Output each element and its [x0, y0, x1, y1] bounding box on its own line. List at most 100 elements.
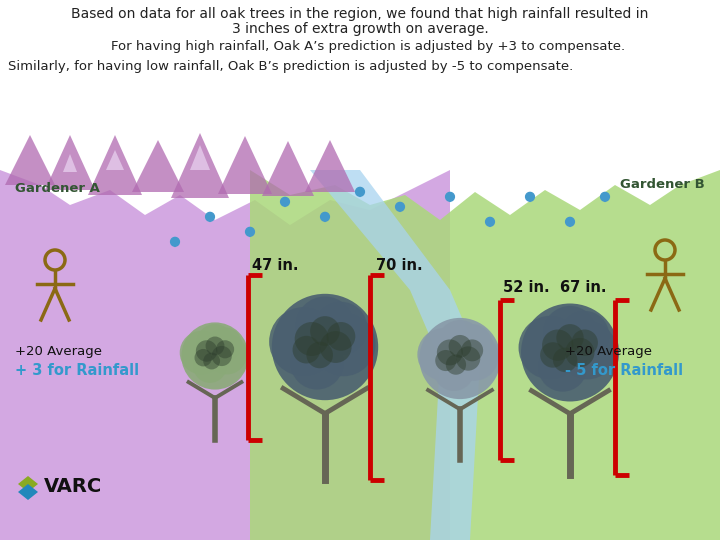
Polygon shape	[526, 196, 534, 202]
Circle shape	[557, 324, 584, 352]
Circle shape	[208, 327, 242, 361]
Circle shape	[540, 342, 566, 368]
Polygon shape	[171, 241, 179, 247]
Text: + 3 for Rainfall: + 3 for Rainfall	[15, 363, 139, 378]
Circle shape	[203, 353, 220, 369]
Circle shape	[456, 346, 480, 370]
Circle shape	[395, 202, 405, 211]
Text: +20 Average: +20 Average	[15, 345, 102, 358]
Circle shape	[272, 294, 378, 400]
Polygon shape	[171, 133, 229, 198]
Polygon shape	[601, 196, 609, 202]
Polygon shape	[206, 216, 214, 222]
Text: Gardener B: Gardener B	[620, 178, 705, 191]
Circle shape	[446, 354, 466, 375]
Circle shape	[327, 322, 356, 350]
Polygon shape	[486, 221, 494, 227]
Polygon shape	[18, 484, 38, 500]
Text: 70 in.: 70 in.	[376, 258, 423, 273]
Circle shape	[438, 320, 482, 365]
Circle shape	[206, 212, 215, 221]
Text: Gardener A: Gardener A	[15, 182, 100, 195]
Circle shape	[307, 342, 333, 368]
Circle shape	[181, 322, 248, 389]
Circle shape	[212, 346, 232, 366]
Polygon shape	[250, 170, 720, 540]
Circle shape	[171, 238, 179, 246]
Circle shape	[246, 227, 254, 236]
Polygon shape	[280, 170, 480, 540]
Text: Based on data for all oak trees in the region, we found that high rainfall resul: Based on data for all oak trees in the r…	[71, 7, 649, 21]
Circle shape	[281, 198, 289, 206]
Polygon shape	[446, 196, 454, 202]
Circle shape	[310, 316, 340, 346]
Circle shape	[290, 336, 343, 389]
Text: +20 Average: +20 Average	[565, 345, 652, 358]
Circle shape	[560, 311, 609, 360]
Circle shape	[419, 318, 500, 399]
Circle shape	[216, 340, 234, 359]
Polygon shape	[0, 170, 450, 540]
Circle shape	[315, 302, 368, 355]
Circle shape	[320, 331, 351, 363]
Polygon shape	[190, 145, 210, 170]
Circle shape	[294, 322, 329, 356]
Polygon shape	[132, 140, 184, 192]
Circle shape	[194, 349, 212, 367]
Circle shape	[518, 316, 582, 380]
Polygon shape	[218, 136, 272, 194]
Circle shape	[521, 303, 619, 402]
Text: 67 in.: 67 in.	[560, 280, 606, 295]
Circle shape	[553, 348, 577, 372]
Circle shape	[292, 336, 320, 363]
Circle shape	[452, 324, 492, 365]
Circle shape	[542, 329, 573, 361]
Circle shape	[565, 338, 595, 367]
Circle shape	[193, 349, 227, 383]
Circle shape	[538, 343, 587, 391]
Polygon shape	[5, 135, 55, 185]
Circle shape	[437, 340, 463, 366]
Polygon shape	[356, 191, 364, 198]
Polygon shape	[18, 476, 38, 492]
Polygon shape	[246, 231, 254, 238]
Circle shape	[462, 340, 483, 361]
Circle shape	[312, 313, 376, 376]
Polygon shape	[0, 0, 720, 170]
Circle shape	[356, 187, 364, 196]
Text: VARC: VARC	[44, 477, 102, 496]
Circle shape	[207, 334, 247, 374]
Text: For having high rainfall, Oak A’s prediction is adjusted by +3 to compensate.: For having high rainfall, Oak A’s predic…	[94, 40, 626, 53]
Circle shape	[449, 335, 472, 357]
Polygon shape	[566, 221, 574, 227]
Circle shape	[446, 192, 454, 201]
Polygon shape	[396, 206, 404, 212]
Polygon shape	[305, 140, 355, 192]
Text: 47 in.: 47 in.	[252, 258, 299, 273]
Circle shape	[435, 350, 456, 371]
Polygon shape	[106, 150, 124, 170]
Text: Similarly, for having low rainfall, Oak B’s prediction is adjusted by -5 to comp: Similarly, for having low rainfall, Oak …	[8, 60, 573, 73]
Circle shape	[320, 212, 329, 221]
Circle shape	[269, 307, 338, 376]
Polygon shape	[262, 141, 314, 196]
Circle shape	[206, 336, 225, 355]
Text: - 5 for Rainfall: - 5 for Rainfall	[565, 363, 683, 378]
Circle shape	[558, 321, 616, 380]
Circle shape	[296, 296, 354, 355]
Circle shape	[180, 331, 223, 374]
Circle shape	[450, 332, 498, 381]
Circle shape	[600, 192, 609, 201]
Polygon shape	[45, 135, 95, 190]
Text: 3 inches of extra growth on average.: 3 inches of extra growth on average.	[232, 22, 488, 36]
Polygon shape	[63, 154, 77, 172]
Polygon shape	[321, 216, 329, 222]
Circle shape	[418, 328, 470, 381]
Circle shape	[543, 306, 597, 360]
Circle shape	[572, 329, 598, 356]
Circle shape	[566, 218, 575, 226]
Circle shape	[433, 350, 474, 391]
Text: 52 in.: 52 in.	[503, 280, 549, 295]
Circle shape	[197, 324, 233, 361]
Polygon shape	[281, 201, 289, 207]
